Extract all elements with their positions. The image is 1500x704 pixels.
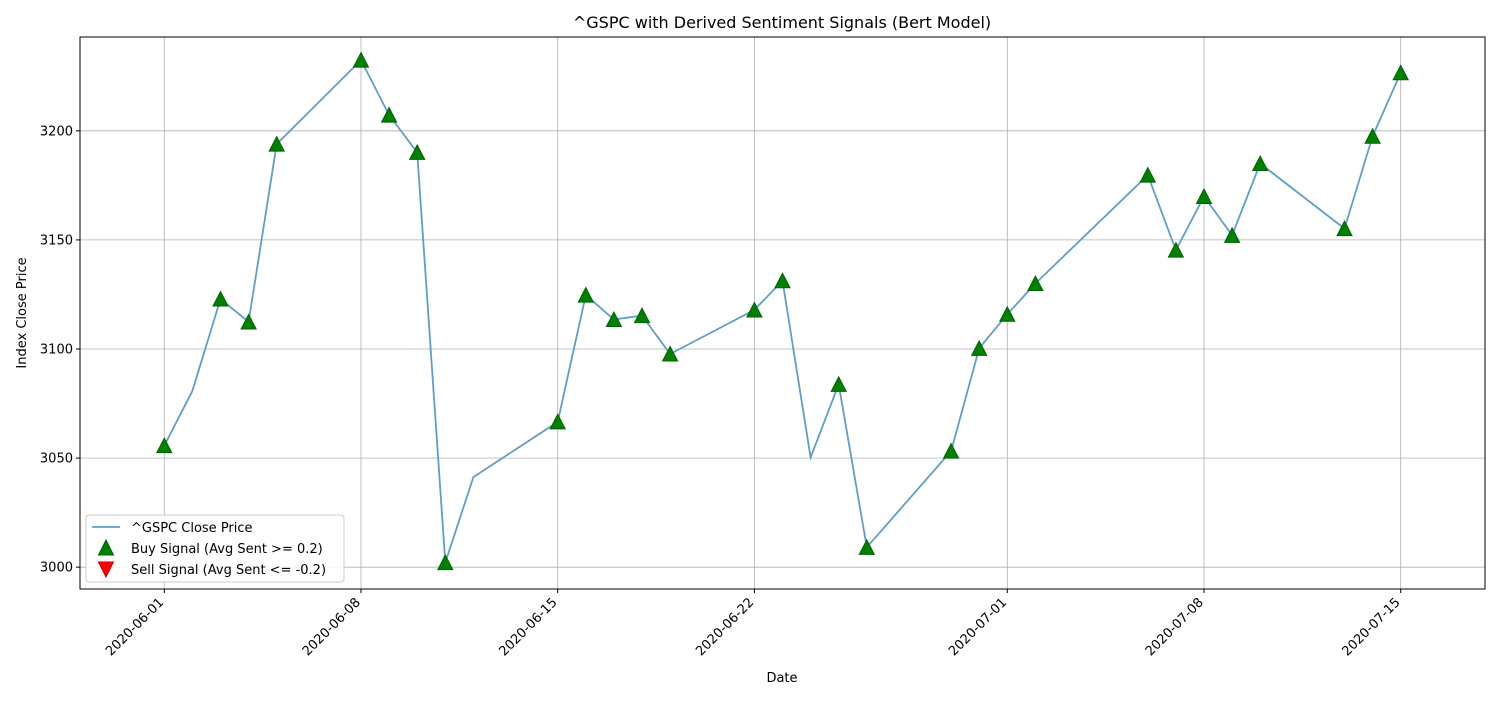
buy-signal-marker [830, 375, 848, 392]
buy-signal-marker [970, 339, 988, 356]
x-tick-label: 2020-06-15 [496, 595, 560, 659]
buy-signal-marker [1027, 274, 1044, 292]
y-tick-label: 3100 [40, 343, 73, 358]
legend-sell-swatch [97, 561, 115, 579]
buy-signal-marker [858, 538, 876, 555]
x-tick-label: 2020-06-01 [103, 595, 167, 659]
legend-buy-swatch [97, 538, 115, 556]
buy-signal-marker [1364, 127, 1381, 144]
x-tick-label: 2020-06-08 [300, 595, 364, 659]
marker-layer [155, 51, 1410, 571]
x-axis-label: Date [766, 671, 797, 686]
buy-signal-marker [436, 554, 454, 571]
x-tick-label: 2020-07-08 [1143, 595, 1207, 659]
buy-signal-marker [240, 313, 257, 330]
close-price-line [163, 58, 1402, 563]
series-layer [163, 58, 1402, 563]
y-tick-label: 3000 [40, 561, 73, 576]
buy-signal-marker [380, 106, 398, 123]
buy-signal-marker [661, 345, 679, 362]
buy-signal-marker [1139, 166, 1157, 183]
buy-signal-marker [1336, 219, 1353, 237]
buy-signal-marker [577, 286, 595, 303]
buy-signal-marker [408, 143, 426, 160]
legend-label-sell: Sell Signal (Avg Sent <= -0.2) [131, 563, 326, 578]
buy-signal-marker [1392, 64, 1410, 81]
buy-signal-marker [1195, 187, 1213, 204]
legend-label-buy: Buy Signal (Avg Sent >= 0.2) [131, 542, 323, 557]
buy-signal-marker [1167, 241, 1185, 258]
chart-title: ^GSPC with Derived Sentiment Signals (Be… [573, 13, 991, 32]
x-tick-label: 2020-06-22 [693, 595, 757, 659]
buy-signal-marker [1223, 226, 1241, 243]
buy-signal-marker [212, 290, 229, 307]
y-tick-label: 3150 [40, 233, 73, 248]
legend-label-close: ^GSPC Close Price [131, 521, 253, 536]
y-axis-label: Index Close Price [15, 257, 30, 368]
x-tick-label: 2020-07-15 [1339, 595, 1403, 659]
y-tick-label: 3050 [40, 452, 73, 467]
y-tick-label: 3200 [40, 124, 73, 139]
x-tick-label: 2020-07-01 [946, 595, 1010, 659]
buy-signal-marker [774, 272, 791, 289]
buy-signal-marker [155, 437, 173, 454]
buy-signal-marker [1251, 154, 1269, 172]
legend-box [85, 514, 345, 583]
buy-signal-marker [352, 51, 370, 68]
legend: ^GSPC Close Price Buy Signal (Avg Sent >… [85, 514, 345, 583]
buy-signal-marker [605, 310, 623, 328]
buy-signal-marker [268, 135, 286, 152]
buy-signal-marker [549, 413, 567, 430]
buy-signal-marker [746, 301, 763, 318]
buy-signal-marker [998, 305, 1016, 322]
grid-layer [80, 37, 1485, 589]
plot-frame [79, 36, 1486, 590]
buy-signal-marker [942, 442, 960, 459]
buy-signal-marker [633, 307, 651, 324]
